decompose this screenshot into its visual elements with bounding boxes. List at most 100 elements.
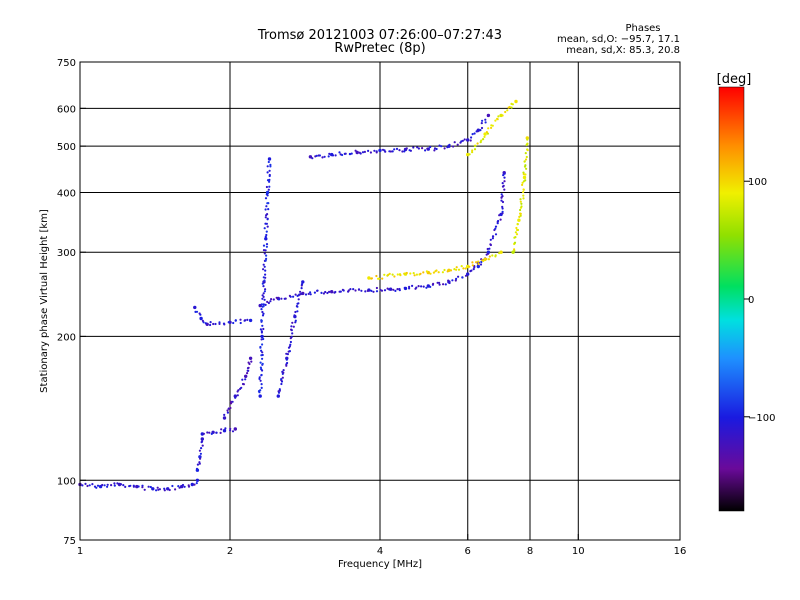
data-point-interp xyxy=(502,174,505,177)
data-point-interp xyxy=(484,118,487,121)
data-point-interp xyxy=(206,431,209,434)
data-point-interp xyxy=(446,270,449,273)
data-point-interp xyxy=(480,139,483,142)
data-point-interp xyxy=(224,427,227,430)
data-point-interp xyxy=(227,321,230,324)
data-point-interp xyxy=(448,143,451,146)
data-point-interp xyxy=(193,306,196,309)
data-point-interp xyxy=(265,254,268,257)
data-point-interp xyxy=(457,268,461,271)
data-point xyxy=(199,316,203,321)
data-point-interp xyxy=(442,283,445,286)
data-point-interp xyxy=(96,484,100,487)
data-point-interp xyxy=(265,238,268,241)
data-point-interp xyxy=(506,109,509,112)
data-point-interp xyxy=(239,321,242,325)
data-point-interp xyxy=(241,378,244,381)
data-point-interp xyxy=(501,200,505,204)
data-point-interp xyxy=(409,149,412,152)
data-point-interp xyxy=(116,482,119,485)
data-point-interp xyxy=(297,298,300,301)
data-point-interp xyxy=(285,358,288,361)
data-point-interp xyxy=(513,248,516,251)
data-point-interp xyxy=(464,267,467,270)
data-point-interp xyxy=(524,164,527,167)
data-point-interp xyxy=(262,303,265,306)
data-point xyxy=(135,484,139,489)
data-point-interp xyxy=(435,269,438,272)
data-point-interp xyxy=(482,138,485,141)
y-axis-label: Stationary phase Virtual Height [km] xyxy=(39,209,50,393)
data-point-interp xyxy=(265,230,268,233)
data-point-interp xyxy=(470,136,473,139)
data-point-interp xyxy=(408,285,411,288)
data-point-interp xyxy=(455,268,458,271)
data-point-interp xyxy=(498,214,501,217)
data-point-interp xyxy=(132,485,135,488)
data-point xyxy=(190,482,194,487)
data-point-interp xyxy=(234,396,237,399)
data-point-interp xyxy=(171,484,174,488)
data-point-interp xyxy=(452,145,455,148)
data-point-interp xyxy=(268,185,271,188)
data-point-interp xyxy=(289,337,292,340)
data-point xyxy=(222,416,227,420)
data-point-interp xyxy=(246,372,249,375)
data-point-interp xyxy=(463,138,466,141)
data-point-interp xyxy=(347,289,350,292)
data-point-interp xyxy=(266,217,269,220)
data-point-interp xyxy=(360,289,363,292)
data-point-interp xyxy=(364,290,367,293)
data-point-interp xyxy=(293,314,296,317)
data-point xyxy=(151,487,155,491)
data-point-interp xyxy=(513,241,517,244)
data-point-interp xyxy=(262,305,265,308)
data-point-interp xyxy=(352,288,355,291)
data-point-interp xyxy=(415,273,418,276)
data-point-interp xyxy=(81,484,84,487)
y-tick-label: 500 xyxy=(57,142,76,153)
data-point-interp xyxy=(350,152,353,155)
data-point-interp xyxy=(106,485,109,488)
data-point-interp xyxy=(129,484,132,487)
data-point-interp xyxy=(378,277,381,280)
data-point-interp xyxy=(262,276,265,279)
data-point-interp xyxy=(263,227,266,230)
data-point-interp xyxy=(395,147,399,150)
data-point-interp xyxy=(480,126,484,130)
data-point-interp xyxy=(263,279,266,282)
data-point-interp xyxy=(208,431,211,434)
data-point-interp xyxy=(503,188,506,191)
data-point-interp xyxy=(341,153,344,157)
data-point-interp xyxy=(198,461,201,464)
data-points xyxy=(78,99,529,492)
data-point-interp xyxy=(403,286,406,289)
data-point-interp xyxy=(263,252,266,255)
data-point-interp xyxy=(286,361,289,365)
data-point-interp xyxy=(422,285,425,288)
data-point-interp xyxy=(473,144,476,147)
data-point-interp xyxy=(260,330,263,333)
data-point-interp xyxy=(218,322,221,325)
data-point-interp xyxy=(496,118,499,121)
x-tick-label: 8 xyxy=(527,546,533,557)
data-point-interp xyxy=(480,260,483,264)
colorbar-ticks: 100 0 −100 xyxy=(744,177,775,424)
data-point-interp xyxy=(264,208,267,211)
data-point-interp xyxy=(510,106,513,109)
data-point-interp xyxy=(521,183,524,186)
data-point-interp xyxy=(137,485,140,488)
data-point-interp xyxy=(290,328,293,331)
chart-title: Tromsø 20121003 07:26:00–07:27:43 xyxy=(257,28,502,43)
data-point-interp xyxy=(415,286,418,289)
data-point-interp xyxy=(259,345,262,349)
data-point-interp xyxy=(292,325,295,328)
data-point-interp xyxy=(260,386,263,389)
data-point-interp xyxy=(265,245,268,248)
data-point-interp xyxy=(523,160,526,163)
data-point-interp xyxy=(321,156,324,159)
data-point-interp xyxy=(209,323,212,327)
data-point-interp xyxy=(502,184,505,187)
data-point-interp xyxy=(260,354,263,357)
data-point-interp xyxy=(372,290,375,293)
